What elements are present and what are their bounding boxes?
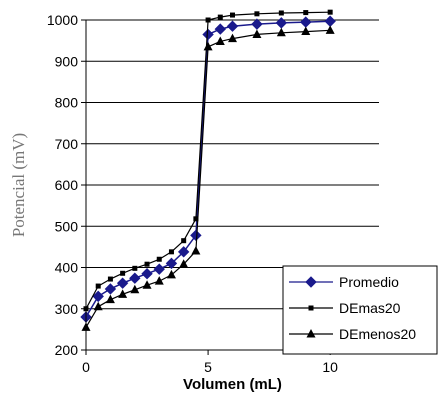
y-tick-label: 300	[55, 301, 79, 317]
legend-item-demas20: DEmas20	[289, 300, 401, 316]
data-point-demenos20	[142, 280, 152, 289]
data-point-demas20	[168, 249, 174, 255]
legend-label: DEmas20	[339, 300, 401, 316]
y-tick-label: 600	[55, 177, 79, 193]
y-tick-label: 400	[55, 260, 79, 276]
data-point-promedio	[214, 23, 226, 35]
y-tick-label: 700	[55, 136, 79, 152]
data-point-demenos20	[166, 269, 176, 279]
data-point-demas20	[181, 238, 187, 244]
data-point-demenos20	[191, 246, 201, 255]
data-point-demas20	[327, 9, 333, 15]
gridlines	[86, 19, 379, 310]
data-point-demenos20	[276, 27, 286, 37]
data-point-promedio	[275, 17, 288, 29]
data-point-demenos20	[130, 284, 140, 294]
series-demas20	[83, 9, 333, 312]
data-point-demas20	[120, 270, 126, 276]
data-point-demenos20	[252, 29, 262, 38]
data-point-demenos20	[325, 25, 335, 34]
data-point-demas20	[230, 12, 235, 18]
data-point-promedio	[165, 257, 178, 270]
data-point-demenos20	[203, 41, 213, 51]
data-point-promedio	[190, 229, 202, 242]
data-point-promedio	[92, 290, 104, 303]
data-point-demenos20	[93, 301, 103, 311]
data-point-demenos20	[118, 289, 128, 298]
data-point-demas20	[193, 216, 199, 222]
y-tick-label: 200	[55, 342, 79, 358]
legend-label: Promedio	[339, 274, 399, 290]
data-point-demas20	[107, 276, 113, 282]
x-tick-label: 10	[322, 359, 338, 375]
series-layer	[80, 9, 336, 331]
legend-item-demenos20: DEmenos20	[289, 326, 416, 342]
x-tick-label: 5	[204, 359, 212, 375]
y-tick-label: 500	[55, 218, 79, 234]
legend-marker	[306, 329, 316, 338]
y-tick-label: 900	[55, 53, 79, 69]
data-point-demas20	[95, 283, 101, 289]
y-tick-label: 1000	[47, 12, 78, 28]
legend-marker	[305, 276, 317, 288]
legend-label: DEmenos20	[339, 326, 416, 342]
data-point-promedio	[141, 267, 153, 280]
y-tick-label: 800	[55, 95, 79, 111]
data-point-promedio	[153, 263, 165, 275]
y-axis-label: Potencial (mV)	[9, 133, 28, 237]
data-point-demas20	[132, 265, 138, 271]
data-point-demas20	[254, 11, 260, 17]
y-axis-ticks: 200 300 400 500 600 700 800 900 1000	[47, 12, 86, 358]
series-demenos20	[81, 25, 335, 331]
data-point-demas20	[156, 256, 162, 262]
data-point-demenos20	[215, 36, 225, 45]
data-point-promedio	[251, 18, 263, 30]
data-point-demenos20	[154, 276, 164, 285]
data-point-promedio	[116, 277, 129, 289]
data-point-demenos20	[105, 294, 115, 304]
series-promedio	[80, 15, 336, 323]
x-axis-label: Volumen (mL)	[183, 376, 282, 393]
data-point-demas20	[217, 14, 223, 20]
data-point-demenos20	[179, 259, 189, 268]
data-point-demas20	[278, 10, 284, 16]
legend: Promedio DEmas20 DEmenos20	[282, 265, 438, 355]
data-point-promedio	[226, 20, 239, 32]
legend-item-promedio: Promedio	[289, 274, 399, 290]
data-point-promedio	[177, 246, 190, 258]
legend-marker	[308, 305, 314, 311]
data-point-demenos20	[228, 33, 237, 43]
data-point-demas20	[205, 17, 211, 23]
data-point-demenos20	[301, 26, 311, 36]
data-point-demas20	[144, 261, 150, 267]
data-point-demas20	[303, 10, 309, 16]
data-point-promedio	[129, 272, 141, 284]
data-point-promedio	[202, 28, 214, 41]
data-point-promedio	[104, 283, 117, 295]
data-point-promedio	[324, 15, 336, 27]
data-point-promedio	[300, 16, 312, 28]
x-tick-label: 0	[82, 359, 90, 375]
